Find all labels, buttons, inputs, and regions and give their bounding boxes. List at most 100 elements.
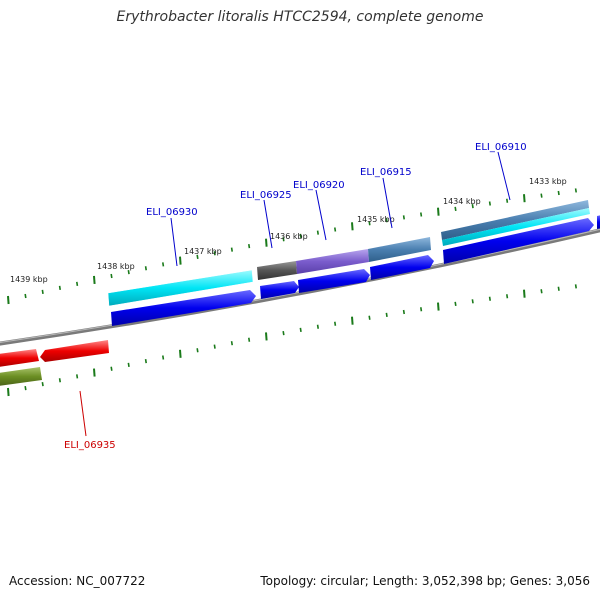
outer-minor-tick xyxy=(24,293,27,299)
callout-eli-06920 xyxy=(315,189,327,241)
cds-arrow-olive xyxy=(0,367,42,386)
outer-major-tick xyxy=(265,238,268,247)
outer-minor-tick xyxy=(41,289,44,295)
inner-minor-tick xyxy=(230,341,233,346)
tick-label-1438: 1438 kbp xyxy=(97,262,135,271)
tick-label-1435: 1435 kbp xyxy=(357,215,395,224)
outer-major-tick xyxy=(179,256,182,265)
cds-arrow-eli-06910 xyxy=(443,218,594,264)
callout-eli-06925 xyxy=(263,199,273,249)
feature-bar-eli-06910-top xyxy=(441,200,589,240)
inner-major-tick xyxy=(179,349,182,358)
inner-minor-tick xyxy=(248,337,251,342)
outer-minor-tick xyxy=(574,188,577,193)
inner-minor-tick xyxy=(540,289,543,294)
tick-labels: 1439 kbp 1438 kbp 1437 kbp 1436 kbp 1435… xyxy=(10,177,567,284)
cds-arrow-eli-06920 xyxy=(298,269,370,293)
inner-minor-tick xyxy=(506,294,509,299)
inner-minor-tick xyxy=(334,321,337,326)
topology-text: Topology: circular; Length: 3,052,398 bp… xyxy=(260,574,590,588)
feature-bar-eli-06930 xyxy=(107,269,254,307)
tick-label-1437: 1437 kbp xyxy=(184,247,222,256)
outer-major-tick xyxy=(93,275,96,285)
tick-label-1434: 1434 kbp xyxy=(443,197,481,206)
inner-minor-tick xyxy=(76,374,79,379)
inner-major-tick xyxy=(523,289,526,298)
outer-minor-tick xyxy=(334,227,337,232)
cds-arrow-eli-06915 xyxy=(370,255,434,280)
inner-minor-tick xyxy=(110,366,113,371)
outer-minor-tick xyxy=(299,233,302,239)
map-title: Erythrobacter litoralis HTCC2594, comple… xyxy=(116,9,484,25)
inner-major-tick xyxy=(437,302,440,311)
inner-major-tick xyxy=(351,316,354,325)
cds-arrow-edge xyxy=(597,215,600,229)
cds-arrow-eli-06925 xyxy=(260,281,299,299)
tick-label-1436: 1436 kbp xyxy=(270,232,308,241)
genome-backbone xyxy=(0,228,600,346)
outer-minor-tick xyxy=(144,266,147,271)
inner-minor-tick xyxy=(557,286,560,291)
cds-arrow-eli-06930 xyxy=(111,290,256,326)
inner-minor-tick xyxy=(574,284,577,289)
outer-minor-tick xyxy=(282,237,285,242)
gene-label-eli-06920: ELI_06920 xyxy=(293,180,345,191)
inner-minor-tick xyxy=(299,327,302,333)
gene-label-eli-06930: ELI_06930 xyxy=(146,207,198,218)
inner-minor-tick xyxy=(420,307,423,312)
outer-minor-tick xyxy=(402,215,405,220)
accession-text: Accession: NC_007722 xyxy=(9,574,146,588)
outer-major-tick xyxy=(523,194,526,203)
inner-major-tick xyxy=(7,387,10,397)
inner-minor-tick xyxy=(471,299,474,304)
feature-bar-eli-06920 xyxy=(296,249,369,274)
outer-minor-tick xyxy=(316,230,319,235)
inner-minor-tick xyxy=(24,385,27,391)
cds-lane-forward xyxy=(111,215,600,326)
gene-label-eli-06925: ELI_06925 xyxy=(240,190,292,201)
inner-major-tick xyxy=(265,332,268,341)
outer-minor-tick xyxy=(76,281,79,287)
outer-minor-tick xyxy=(248,244,251,249)
outer-minor-tick xyxy=(196,254,199,260)
gene-label-eli-06910: ELI_06910 xyxy=(475,142,527,153)
outer-minor-tick xyxy=(127,269,130,275)
inner-major-tick xyxy=(93,368,96,377)
outer-minor-tick xyxy=(454,206,457,211)
callout-eli-06910 xyxy=(497,151,511,201)
inner-minor-tick xyxy=(196,348,199,353)
outer-major-tick xyxy=(351,222,354,231)
outer-minor-tick xyxy=(557,190,560,196)
inner-minor-tick xyxy=(144,359,147,364)
inner-minor-tick xyxy=(454,301,457,307)
inner-minor-tick xyxy=(127,362,130,368)
gene-labels: ELI_06930 ELI_06925 ELI_06920 ELI_06915 … xyxy=(64,142,527,451)
inner-minor-tick xyxy=(385,312,388,317)
inner-minor-tick xyxy=(368,315,371,320)
inner-minor-tick xyxy=(282,331,285,336)
tick-row-outer xyxy=(7,188,577,305)
outer-minor-tick xyxy=(368,221,371,226)
gene-callouts xyxy=(79,151,511,437)
feature-bar-eli-06915 xyxy=(368,237,431,262)
gene-label-eli-06935: ELI_06935 xyxy=(64,440,116,451)
callout-eli-06930 xyxy=(170,217,178,267)
inner-minor-tick xyxy=(58,378,61,383)
outer-major-tick xyxy=(437,207,440,216)
outer-minor-tick xyxy=(58,285,61,291)
outer-minor-tick xyxy=(471,204,474,209)
inner-minor-tick xyxy=(488,296,491,301)
outer-minor-tick xyxy=(420,212,423,217)
outer-minor-tick xyxy=(385,218,388,223)
outer-minor-tick xyxy=(506,198,509,203)
outer-minor-tick xyxy=(488,201,491,206)
tick-label-1433: 1433 kbp xyxy=(529,177,567,186)
outer-minor-tick xyxy=(213,251,216,256)
tick-row-inner xyxy=(7,284,577,397)
inner-minor-tick xyxy=(402,309,405,315)
feature-lane-outer xyxy=(107,200,590,307)
outer-minor-tick xyxy=(540,193,543,198)
inner-minor-tick xyxy=(41,382,44,387)
cds-lane-reverse xyxy=(0,340,109,386)
